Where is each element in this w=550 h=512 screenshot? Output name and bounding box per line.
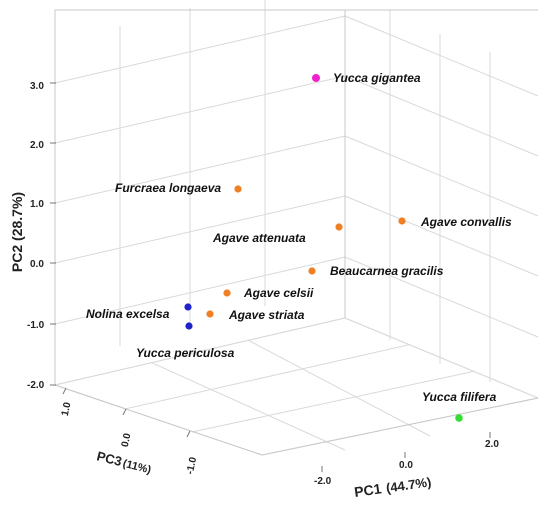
y-tick-labels: -2.0 -1.0 0.0 1.0 2.0 3.0	[27, 81, 45, 391]
z-tick-mark	[122, 408, 127, 416]
right-wall-gridline	[344, 135, 539, 217]
y-tick-label: 3.0	[30, 81, 44, 92]
axis-layer	[50, 9, 539, 472]
point-label: Yucca filifera	[422, 390, 497, 404]
data-point	[206, 310, 214, 318]
left-wall-gridline	[54, 195, 346, 264]
y-tick-label: -1.0	[27, 320, 45, 331]
x-axis-title-label: PC1	[353, 480, 382, 500]
right-wall-gridline	[344, 256, 539, 338]
floor-gridline	[248, 339, 431, 437]
data-point	[312, 74, 320, 82]
point-label: Beaucarnea gracilis	[330, 264, 444, 278]
floor-gridline	[344, 317, 539, 399]
left-wall-gridline	[54, 135, 346, 204]
data-point	[223, 289, 231, 297]
points-layer: Yucca gigantea Furcraea longaeva Agave c…	[86, 71, 512, 422]
frame-edge	[54, 384, 263, 456]
z-axis-title-label: PC3	[95, 448, 123, 469]
data-point	[455, 414, 463, 422]
data-point	[308, 267, 316, 275]
data-point	[234, 185, 242, 193]
point-label: Furcraea longaeva	[115, 181, 221, 195]
x-axis-title-unit: (44.7%)	[385, 474, 432, 495]
point-label: Nolina excelsa	[86, 307, 170, 321]
y-tick-label: 2.0	[30, 140, 44, 151]
y-tick-label: -2.0	[27, 380, 45, 391]
right-wall-gridline	[344, 75, 539, 157]
right-wall-gridline	[344, 195, 539, 277]
point-label: Agave attenuata	[212, 231, 306, 245]
z-axis-title: PC3 (11%)	[95, 448, 152, 477]
frame-edge	[261, 397, 539, 456]
x-tick-label: 2.0	[485, 439, 499, 450]
floor-gridline	[151, 362, 346, 451]
z-axis-title-unit: (11%)	[121, 458, 152, 477]
point-label: Yucca gigantea	[333, 71, 421, 85]
x-tick-label: -2.0	[314, 476, 332, 487]
x-axis-title: PC1 (44.7%)	[353, 474, 432, 500]
point-label: Agave convallis	[420, 215, 512, 229]
floor-gridline	[54, 317, 346, 386]
y-tick-label: 0.0	[30, 259, 44, 270]
left-wall-gridline	[54, 256, 346, 325]
x-tick-labels: -2.0 0.0 2.0	[314, 439, 499, 487]
z-tick-label: 1.0	[60, 401, 74, 417]
z-tick-mark	[186, 430, 191, 438]
left-wall-gridline	[54, 15, 346, 84]
left-wall-gridline	[54, 75, 346, 144]
data-point	[185, 322, 193, 330]
point-label: Agave striata	[228, 308, 305, 322]
data-point	[335, 223, 343, 231]
floor-gridline	[191, 370, 474, 433]
floor-gridline	[124, 344, 410, 410]
point-label: Agave celsii	[243, 286, 314, 300]
y-tick-label: 1.0	[30, 199, 44, 210]
z-tick-label: 0.0	[120, 432, 134, 448]
z-tick-label: -1.0	[185, 456, 199, 476]
data-point	[184, 303, 192, 311]
right-wall-gridline	[344, 15, 539, 97]
y-axis-title: PC2 (28.7%)	[9, 192, 25, 272]
data-point	[398, 217, 406, 225]
x-tick-label: 0.0	[399, 460, 413, 471]
point-label: Yucca periculosa	[136, 346, 235, 360]
z-tick-labels: 1.0 0.0 -1.0	[60, 401, 199, 476]
z-tick-mark	[62, 387, 67, 395]
